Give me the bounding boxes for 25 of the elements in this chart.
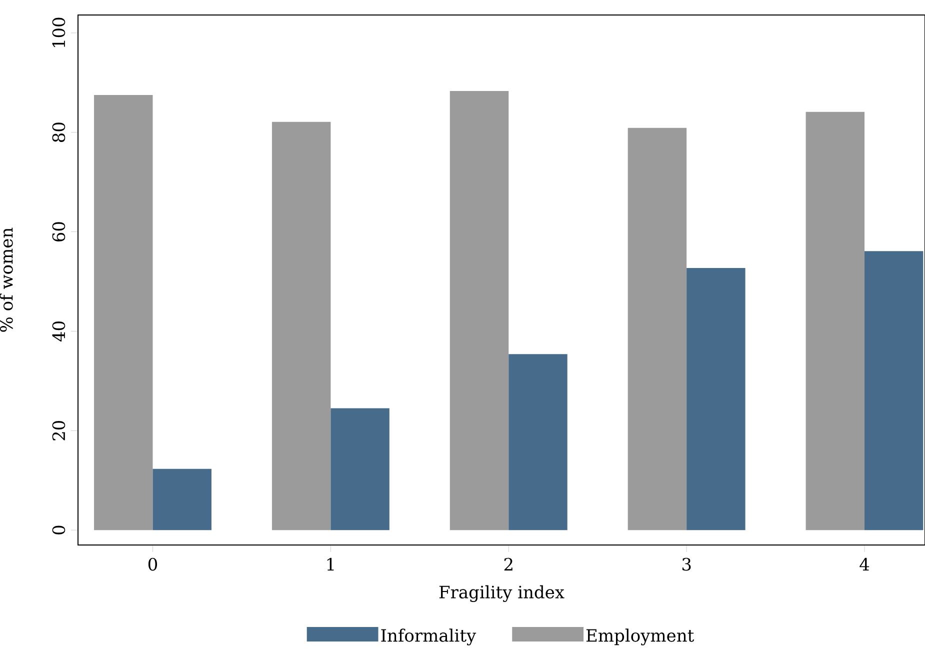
legend-label: Informality [381,628,476,646]
bar [686,268,746,530]
bar [628,128,687,530]
bar [94,95,153,530]
y-tick-label: 80 [52,122,66,142]
bar [806,112,865,530]
x-axis-title: Fragility index [439,585,564,602]
x-tick-label: 3 [682,558,691,571]
x-tick-label: 2 [504,558,512,570]
y-tick-label: 60 [52,222,66,242]
y-tick-label: 20 [52,420,66,440]
y-tick-label: 40 [52,322,66,342]
bar [864,251,924,530]
bar [272,122,331,530]
bar [508,354,568,530]
y-tick-label: 0 [52,526,66,534]
y-tick-label: 100 [52,18,66,48]
legend-label: Employment [586,628,694,646]
y-axis-title: % of women [0,228,13,332]
x-tick-label: 1 [327,558,334,570]
x-tick-label: 0 [148,558,158,571]
bar [450,91,509,530]
x-tick-label: 4 [860,558,870,570]
bar [330,408,390,530]
bar [152,468,212,530]
